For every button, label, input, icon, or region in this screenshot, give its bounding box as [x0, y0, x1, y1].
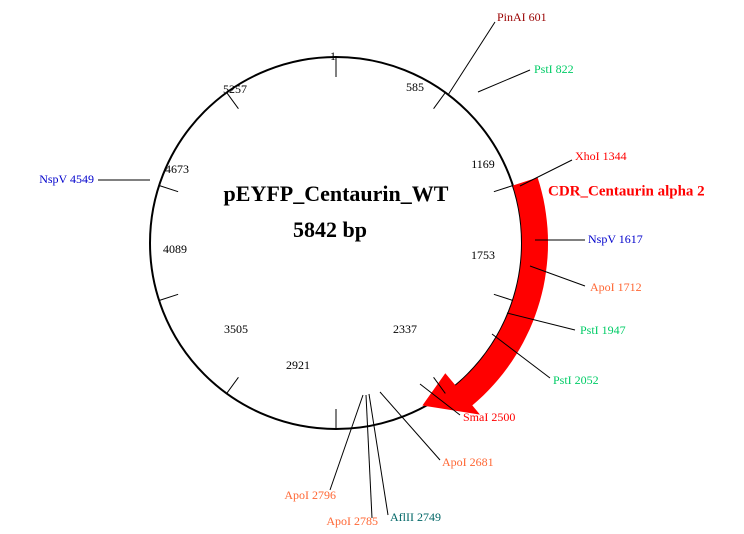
- site-line: [519, 159, 573, 187]
- site-label: NspV 4549: [39, 172, 94, 186]
- site-label: SmaI 2500: [463, 410, 515, 424]
- site-line: [477, 69, 531, 93]
- tick-mark: [226, 92, 239, 109]
- site-label: ApoI 2796: [284, 488, 336, 502]
- tick-mark: [226, 377, 239, 394]
- tick-mark: [158, 185, 179, 193]
- plasmid-title: pEYFP_Centaurin_WT: [224, 181, 449, 206]
- feature-arrow: [422, 177, 548, 415]
- site-label: ApoI 2785: [326, 514, 378, 528]
- site-label: PstI 1947: [580, 323, 626, 337]
- tick-label: 4673: [165, 162, 189, 176]
- site-label: NspV 1617: [588, 232, 643, 246]
- site-line: [329, 394, 364, 491]
- site-label: PinAI 601: [497, 10, 547, 24]
- tick-label: 3505: [224, 322, 248, 336]
- site-label: PstI 2052: [553, 373, 599, 387]
- tick-label: 5257: [223, 82, 247, 96]
- site-line: [368, 393, 389, 516]
- site-line: [506, 312, 576, 331]
- tick-mark: [433, 377, 446, 394]
- tick-label: 2337: [393, 322, 417, 336]
- site-label: PstI 822: [534, 62, 574, 76]
- tick-label: 1753: [471, 248, 495, 262]
- plasmid-size: 5842 bp: [293, 217, 367, 242]
- site-line: [447, 21, 496, 96]
- site-line: [365, 394, 373, 519]
- site-line: [529, 265, 586, 287]
- tick-label: 2921: [286, 358, 310, 372]
- tick-mark: [158, 293, 179, 301]
- site-line: [491, 333, 551, 379]
- tick-mark: [493, 293, 514, 301]
- tick-label: 1169: [471, 157, 495, 171]
- tick-label: 585: [406, 80, 424, 94]
- site-line: [419, 383, 461, 416]
- plasmid-circle: [149, 56, 523, 430]
- feature-label: CDR_Centaurin alpha 2: [548, 183, 705, 199]
- tick-label: 4089: [163, 242, 187, 256]
- site-label: XhoI 1344: [575, 149, 627, 163]
- site-label: ApoI 1712: [590, 280, 642, 294]
- site-label: AflII 2749: [390, 510, 441, 524]
- tick-label: 1: [330, 49, 336, 63]
- site-line: [379, 391, 441, 461]
- tick-mark: [433, 92, 446, 109]
- tick-mark: [493, 185, 514, 193]
- site-label: ApoI 2681: [442, 455, 494, 469]
